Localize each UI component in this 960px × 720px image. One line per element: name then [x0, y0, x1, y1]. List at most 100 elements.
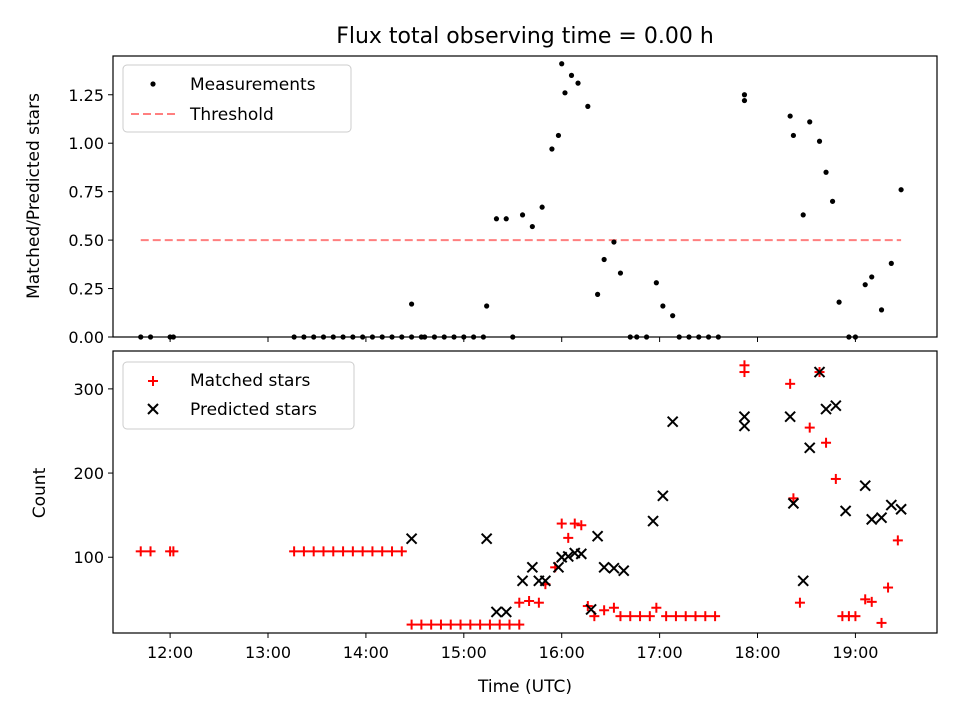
measurement-point	[595, 291, 601, 297]
bottom-y-axis-label: Count	[30, 467, 50, 518]
matched-star-point	[788, 493, 799, 504]
matched-star-point	[387, 546, 398, 557]
measurement-point	[800, 212, 806, 218]
predicted-star-point	[839, 505, 852, 517]
measurement-point	[562, 90, 568, 96]
measurement-point	[816, 138, 823, 144]
legend-plus-marker	[148, 376, 158, 386]
bottom-axes-frame	[112, 350, 938, 634]
matched-star-point	[576, 520, 587, 531]
matched-star-point	[866, 596, 877, 607]
predicted-star-point	[657, 490, 669, 502]
matched-star-point	[308, 546, 319, 557]
matched-star-point	[821, 437, 832, 448]
matched-star-point	[514, 619, 525, 630]
matched-star-point	[145, 546, 156, 557]
matched-star-point	[883, 582, 894, 593]
predicted-star-point	[500, 606, 512, 618]
measurement-point	[741, 92, 748, 98]
measurement-point	[503, 216, 509, 222]
matched-star-point	[406, 619, 417, 630]
predicted-star-point	[813, 366, 826, 378]
predicted-star-point	[875, 511, 888, 524]
matched-star-point	[739, 367, 750, 378]
matched-star-point	[514, 597, 525, 608]
predicted-star-point	[738, 410, 751, 423]
measurement-point	[823, 169, 829, 175]
matched-star-point	[710, 611, 721, 622]
x-tick-label: 15:00	[441, 643, 487, 662]
matched-star-point	[298, 546, 309, 557]
predicted-star-point	[539, 575, 552, 587]
x-tick-label: 14:00	[343, 643, 389, 662]
matched-star-point	[876, 617, 887, 628]
legend-label-matched: Matched stars	[190, 371, 310, 391]
measurement-point	[493, 216, 500, 222]
measurement-point	[549, 146, 555, 152]
matched-star-point	[328, 546, 339, 557]
measurement-point	[601, 256, 607, 263]
top-legend-box	[122, 64, 352, 133]
matched-star-point	[860, 594, 871, 605]
matched-star-point	[455, 619, 466, 630]
matched-star-point	[690, 611, 701, 622]
bottom-legend: Matched stars Predicted stars	[122, 361, 355, 430]
measurement-point	[787, 113, 793, 119]
measurement-point	[575, 80, 581, 86]
matched-star-point	[804, 422, 815, 433]
measurement-point	[836, 299, 842, 305]
measurement-point	[660, 303, 666, 309]
measurement-point	[484, 303, 490, 309]
predicted-star-point	[787, 497, 800, 510]
measurement-point	[555, 132, 562, 139]
matched-star-point	[416, 619, 427, 630]
predicted-star-point	[830, 400, 842, 412]
predicted-star-point	[859, 479, 871, 492]
matched-star-point	[661, 611, 672, 622]
measurement-point	[408, 301, 415, 307]
matched-star-point	[830, 473, 841, 484]
measurement-point	[585, 103, 591, 109]
bottom-y-tick-label: 100	[73, 548, 104, 567]
predicted-star-point	[480, 533, 493, 545]
predicted-star-point	[804, 442, 816, 454]
top-y-tick-label: 0.50	[68, 231, 104, 250]
top-y-tick-label: 0.25	[68, 280, 104, 299]
bottom-legend-box	[122, 361, 355, 430]
legend-label-measurements: Measurements	[190, 75, 316, 95]
predicted-star-point	[598, 561, 610, 574]
measurement-point	[807, 119, 813, 125]
x-tick-label: 17:00	[637, 643, 683, 662]
matched-star-point	[435, 619, 446, 630]
matched-star-point	[475, 619, 486, 630]
measurement-point	[611, 239, 617, 245]
legend-label-threshold: Threshold	[189, 105, 274, 125]
matched-star-point	[426, 619, 437, 630]
measurement-point	[617, 270, 624, 276]
predicted-star-point	[516, 575, 529, 587]
top-y-tick-label: 0.00	[68, 328, 104, 347]
matched-star-point	[494, 619, 505, 630]
measurement-point	[898, 187, 904, 193]
matched-star-point	[168, 546, 179, 557]
predicted-star-point	[575, 548, 588, 560]
matched-star-point	[615, 611, 626, 622]
measurement-point	[539, 204, 545, 210]
predicted-star-point	[585, 603, 597, 616]
matched-star-point	[563, 532, 574, 543]
matched-star-point	[524, 596, 535, 607]
measurement-point	[529, 223, 535, 230]
legend-x-marker	[147, 403, 159, 415]
predicted-star-point	[490, 606, 503, 618]
matched-star-point	[465, 619, 476, 630]
matched-star-point	[700, 611, 711, 622]
top-chart-title: Flux total observing time = 0.00 h	[336, 24, 714, 49]
predicted-star-point	[820, 403, 832, 415]
matched-star-point	[367, 546, 378, 557]
predicted-star-point	[738, 420, 751, 432]
predicted-star-point	[895, 503, 907, 515]
measurement-point	[559, 61, 565, 67]
matched-star-point	[892, 535, 903, 546]
matched-star-point	[785, 378, 796, 389]
